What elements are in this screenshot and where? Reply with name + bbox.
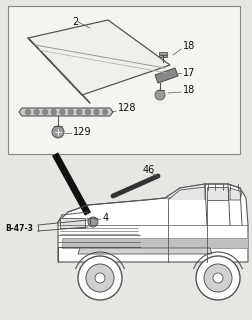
- Circle shape: [25, 109, 30, 115]
- Circle shape: [59, 109, 65, 115]
- Polygon shape: [28, 20, 169, 95]
- Text: 17: 17: [182, 68, 195, 78]
- Polygon shape: [62, 238, 247, 248]
- Circle shape: [88, 217, 98, 227]
- Text: 18: 18: [182, 41, 195, 51]
- Text: 129: 129: [73, 127, 91, 137]
- Circle shape: [102, 109, 107, 115]
- Bar: [60, 218, 85, 228]
- Circle shape: [94, 273, 105, 283]
- Circle shape: [154, 90, 164, 100]
- Circle shape: [93, 109, 99, 115]
- Circle shape: [68, 109, 73, 115]
- Text: 128: 128: [117, 103, 136, 113]
- Polygon shape: [229, 188, 241, 200]
- Circle shape: [78, 256, 121, 300]
- Circle shape: [85, 109, 90, 115]
- Circle shape: [86, 264, 114, 292]
- Bar: [8, 6, 239, 154]
- Circle shape: [52, 126, 64, 138]
- Circle shape: [42, 109, 47, 115]
- Polygon shape: [164, 184, 204, 198]
- Polygon shape: [154, 68, 177, 83]
- Polygon shape: [206, 187, 227, 200]
- Circle shape: [195, 256, 239, 300]
- Circle shape: [34, 109, 39, 115]
- Text: 18: 18: [182, 85, 195, 95]
- Polygon shape: [167, 187, 204, 200]
- Circle shape: [77, 109, 81, 115]
- Bar: [158, 52, 166, 57]
- Polygon shape: [28, 38, 90, 103]
- Text: 2: 2: [72, 17, 78, 27]
- Circle shape: [212, 273, 222, 283]
- Polygon shape: [19, 108, 113, 116]
- Text: 4: 4: [103, 213, 109, 223]
- Polygon shape: [78, 248, 211, 254]
- Circle shape: [203, 264, 231, 292]
- Text: B-47-3: B-47-3: [5, 223, 33, 233]
- Text: 46: 46: [142, 165, 155, 175]
- Circle shape: [51, 109, 56, 115]
- Polygon shape: [58, 184, 247, 262]
